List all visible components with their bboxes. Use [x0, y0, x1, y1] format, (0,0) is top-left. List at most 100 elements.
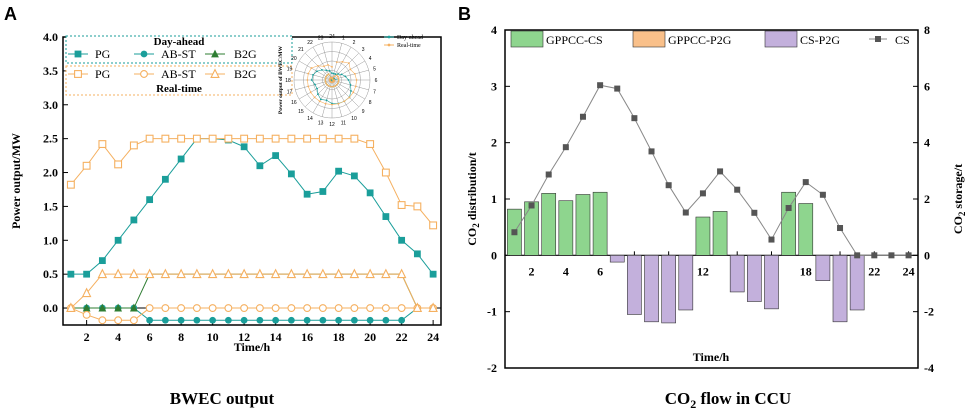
data-point: [255, 304, 264, 313]
data-point: [146, 196, 154, 204]
x-tick-label: 4: [563, 264, 569, 278]
data-point: [160, 268, 171, 279]
polar-angle-label: 11: [341, 121, 346, 127]
polar-point: [324, 77, 327, 80]
polar-point: [324, 79, 327, 81]
series-day-ahead-ab-st: [67, 304, 437, 324]
data-point: [350, 172, 358, 180]
y-right-tick-label: 4: [924, 136, 930, 150]
data-point: [398, 316, 406, 324]
polar-point: [352, 91, 355, 94]
y-left-tick-label: 2: [491, 136, 497, 150]
polar-point: [325, 82, 328, 85]
polar-point: [340, 73, 343, 76]
data-point: [366, 140, 375, 149]
x-tick-label: 22: [868, 264, 880, 278]
panel-a: A 0.00.51.01.52.02.53.03.54.02 4 6 8 10 12 14 1…: [4, 4, 442, 408]
polar-point: [349, 84, 352, 86]
x-tick-label: 8: [178, 330, 184, 344]
polar-point: [333, 75, 336, 78]
data-point: [319, 316, 327, 324]
data-point: [161, 316, 169, 324]
data-point: [381, 168, 390, 177]
data-point: [335, 316, 343, 324]
data-point: [82, 161, 91, 170]
data-point: [271, 134, 280, 143]
polar-point: [309, 91, 312, 94]
data-point: [381, 304, 390, 313]
x-tick-label: 24: [427, 330, 439, 344]
polar-angle-label: 10: [351, 116, 357, 122]
series-real-time-pg: [66, 134, 438, 230]
y-left-tick-label: 1: [491, 192, 497, 206]
data-point: [129, 303, 138, 312]
legend-entry-day-ahead-ab-st: AB-ST: [134, 47, 196, 61]
data-point: [272, 316, 280, 324]
y-left-tick-label: 4: [491, 23, 497, 37]
data-point: [193, 316, 201, 324]
panel-b-ylabel-left: CO2 distribution/t: [465, 152, 481, 246]
polar-legend-marker: [387, 43, 391, 47]
data-point: [382, 316, 390, 324]
data-point: [270, 268, 281, 279]
polar-angle-label: 2: [353, 40, 356, 46]
polar-point: [324, 102, 327, 105]
data-point: [366, 304, 375, 313]
cs-point: [819, 191, 826, 198]
y-left-tick-label: -1: [487, 305, 497, 319]
y-left-tick-label: -2: [487, 361, 497, 375]
legend-swatch: [510, 30, 544, 48]
data-point: [208, 304, 217, 313]
bar-cs-p2g: [627, 255, 642, 315]
legend-entry-day-ahead-pg: PG: [68, 47, 111, 61]
data-point: [366, 316, 374, 324]
y-right-tick-label: 0: [924, 248, 930, 262]
polar-point: [323, 65, 325, 68]
polar-angle-label: 9: [362, 109, 365, 115]
data-point: [161, 175, 169, 183]
polar-point: [316, 64, 319, 67]
bar-gppcc-cs: [575, 194, 591, 256]
data-point: [303, 316, 311, 324]
y-tick-label: 3.0: [43, 98, 58, 112]
data-point: [192, 268, 202, 279]
data-point: [223, 268, 234, 279]
polar-point: [319, 98, 322, 101]
data-point: [318, 134, 327, 143]
data-point: [177, 304, 186, 313]
polar-point: [313, 96, 316, 99]
data-point: [67, 270, 75, 278]
legend-entry-real-time-b2g: B2G: [205, 67, 257, 81]
legend-swatch: [764, 30, 798, 48]
data-point: [177, 134, 186, 143]
data-point: [256, 316, 264, 324]
legend-label: PG: [95, 47, 111, 61]
data-point: [398, 236, 406, 244]
series-line: [70, 273, 434, 309]
polar-angle-label: 15: [298, 109, 304, 115]
data-point: [350, 134, 359, 143]
polar-point: [334, 73, 337, 76]
panel-a-axes: 0.00.51.01.52.02.53.03.54.02 4 6 8 10 12 14 16 1…: [43, 30, 441, 344]
polar-point: [350, 90, 352, 92]
data-point: [272, 152, 280, 159]
legend-entry-day-ahead-b2g: B2G: [205, 47, 257, 61]
data-point: [256, 162, 264, 170]
data-point: [209, 316, 217, 324]
polar-point: [354, 85, 357, 88]
cs-point: [579, 113, 586, 120]
cs-point: [802, 179, 809, 186]
polar-point: [335, 61, 338, 64]
data-point: [224, 316, 232, 324]
data-point: [224, 304, 233, 313]
panel-b-xlabel: Time/h: [693, 350, 730, 364]
data-point: [130, 216, 138, 224]
polar-point: [306, 79, 309, 81]
legend-swatch: [632, 30, 666, 48]
polar-point: [336, 75, 339, 78]
legend-marker: [74, 50, 82, 58]
bar-gppcc-cs: [712, 211, 728, 256]
data-point: [413, 250, 421, 258]
polar-ylabel: Power output of BWEC/MW: [278, 45, 284, 114]
cs-point: [528, 202, 535, 209]
